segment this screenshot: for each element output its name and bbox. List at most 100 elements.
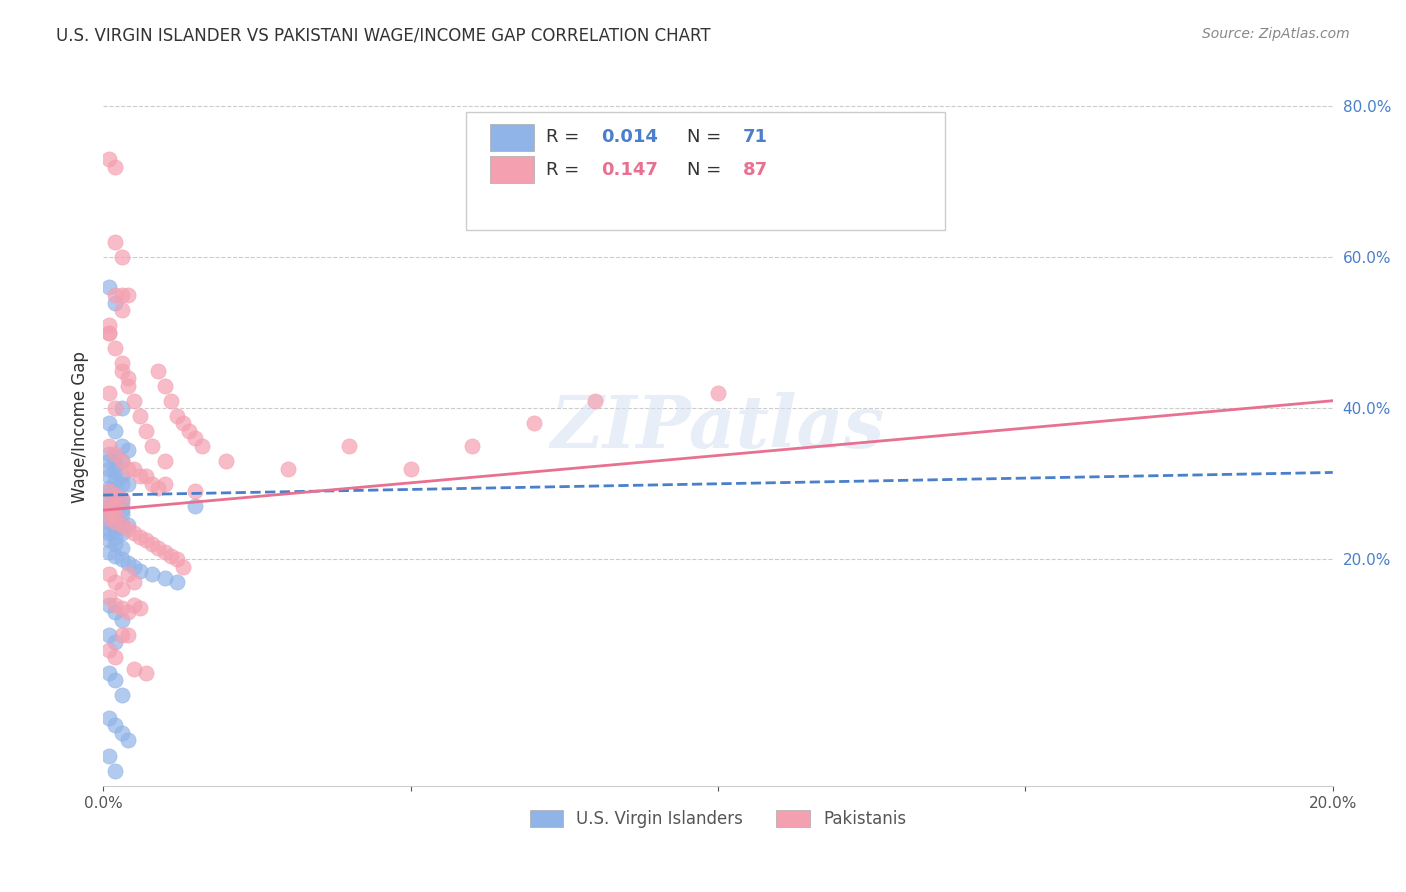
- Text: Source: ZipAtlas.com: Source: ZipAtlas.com: [1202, 27, 1350, 41]
- Point: [98, 590, 121, 604]
- Point: [110, 503, 132, 517]
- Point: [122, 598, 145, 612]
- Point: [110, 582, 132, 597]
- Point: [148, 363, 170, 377]
- Point: [104, 537, 127, 551]
- Point: [104, 446, 127, 460]
- Point: [135, 665, 157, 680]
- Point: [110, 613, 132, 627]
- Point: [110, 288, 132, 302]
- Point: [122, 662, 145, 676]
- Point: [104, 522, 127, 536]
- Point: [110, 541, 132, 555]
- Legend: U.S. Virgin Islanders, Pakistanis: U.S. Virgin Islanders, Pakistanis: [523, 804, 912, 835]
- Point: [98, 484, 121, 499]
- Point: [117, 556, 139, 570]
- Point: [110, 726, 132, 740]
- Point: [110, 401, 132, 416]
- Point: [98, 598, 121, 612]
- Point: [135, 424, 157, 438]
- Point: [141, 537, 163, 551]
- Point: [141, 439, 163, 453]
- Point: [110, 469, 132, 483]
- Point: [153, 545, 176, 559]
- Text: R =: R =: [546, 128, 579, 146]
- Point: [110, 496, 132, 510]
- Point: [117, 733, 139, 747]
- Point: [98, 711, 121, 725]
- Text: R =: R =: [546, 161, 579, 178]
- Text: U.S. VIRGIN ISLANDER VS PAKISTANI WAGE/INCOME GAP CORRELATION CHART: U.S. VIRGIN ISLANDER VS PAKISTANI WAGE/I…: [56, 27, 711, 45]
- Point: [104, 605, 127, 619]
- Point: [110, 356, 132, 370]
- Text: N =: N =: [688, 161, 721, 178]
- Point: [110, 552, 132, 566]
- FancyBboxPatch shape: [465, 112, 945, 230]
- Point: [110, 303, 132, 318]
- Point: [117, 518, 139, 533]
- Point: [104, 530, 127, 544]
- Point: [98, 525, 121, 540]
- Point: [98, 326, 121, 340]
- Point: [98, 515, 121, 529]
- Point: [153, 476, 176, 491]
- Point: [184, 484, 207, 499]
- Point: [110, 491, 132, 506]
- Point: [707, 386, 730, 401]
- Point: [98, 510, 121, 524]
- Point: [104, 481, 127, 495]
- Point: [98, 484, 121, 499]
- Point: [129, 469, 152, 483]
- Point: [98, 503, 121, 517]
- Point: [153, 571, 176, 585]
- Point: [117, 288, 139, 302]
- Point: [399, 461, 422, 475]
- Point: [522, 417, 544, 431]
- Point: [117, 371, 139, 385]
- Point: [104, 507, 127, 521]
- Point: [122, 559, 145, 574]
- Point: [104, 401, 127, 416]
- Point: [117, 567, 139, 582]
- Point: [110, 601, 132, 615]
- Point: [184, 432, 207, 446]
- Point: [98, 454, 121, 468]
- Text: N =: N =: [688, 128, 721, 146]
- Point: [172, 417, 194, 431]
- Point: [98, 545, 121, 559]
- Point: [135, 533, 157, 548]
- Point: [110, 476, 132, 491]
- Point: [98, 522, 121, 536]
- Point: [159, 393, 181, 408]
- Point: [337, 439, 360, 453]
- Text: 87: 87: [742, 161, 768, 178]
- Point: [98, 665, 121, 680]
- Point: [122, 393, 145, 408]
- Point: [104, 515, 127, 529]
- Point: [110, 525, 132, 540]
- Point: [179, 424, 201, 438]
- Point: [104, 635, 127, 649]
- Point: [104, 515, 127, 529]
- Point: [104, 673, 127, 687]
- Point: [104, 160, 127, 174]
- Point: [129, 601, 152, 615]
- Point: [166, 574, 188, 589]
- Point: [98, 417, 121, 431]
- Point: [110, 250, 132, 264]
- Point: [104, 507, 127, 521]
- Point: [98, 469, 121, 483]
- Point: [117, 378, 139, 392]
- Point: [98, 510, 121, 524]
- Point: [153, 454, 176, 468]
- Point: [110, 491, 132, 506]
- Point: [98, 280, 121, 294]
- Point: [98, 152, 121, 166]
- Point: [98, 318, 121, 333]
- Point: [110, 688, 132, 702]
- Point: [104, 488, 127, 502]
- Point: [166, 552, 188, 566]
- Point: [104, 473, 127, 487]
- Point: [104, 235, 127, 249]
- Point: [98, 461, 121, 475]
